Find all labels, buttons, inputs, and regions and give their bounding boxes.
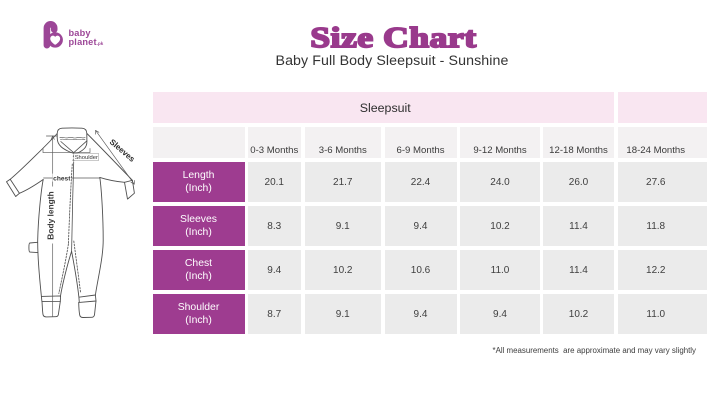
- svg-text:Shoulder: Shoulder: [75, 155, 98, 161]
- svg-text:Sleeves: Sleeves: [108, 137, 137, 164]
- svg-text:Body length: Body length: [45, 191, 55, 239]
- svg-text:chest: chest: [53, 175, 71, 182]
